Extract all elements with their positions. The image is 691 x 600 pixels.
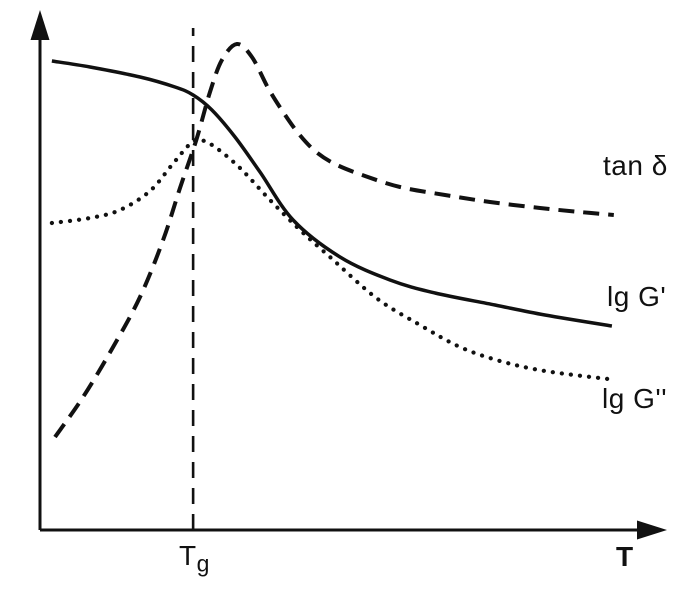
curve-label-tan-delta: tan δ: [603, 150, 668, 181]
curve-loss-factor: [53, 42, 614, 439]
y-axis-arrowhead-icon: [30, 10, 50, 40]
curve-label-lg-g-prime: lg G': [607, 281, 667, 312]
curve-storage-modulus: [51, 59, 613, 328]
x-axis-arrowhead-icon: [637, 520, 667, 540]
x-axis-label: T: [616, 541, 634, 572]
glass-transition-tick-label: Tg: [179, 540, 210, 575]
tg-label-main: T: [179, 540, 197, 571]
tg-label-subscript: g: [196, 550, 210, 577]
curve-label-lg-g-double-prime: lg G'': [602, 383, 668, 414]
curve-loss-modulus: [49, 137, 611, 382]
